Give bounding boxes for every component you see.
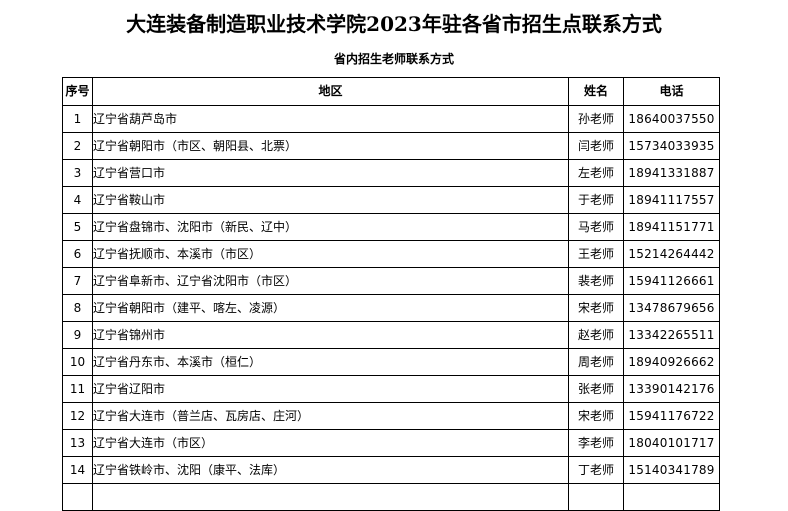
cell-phone: 18040101717 <box>623 429 720 457</box>
cell-index: 1 <box>62 105 93 133</box>
cell-index: 3 <box>62 159 93 187</box>
table-row: 13 辽宁省大连市（市区） 李老师 18040101717 <box>62 429 720 457</box>
cell-name: 裴老师 <box>568 267 624 295</box>
table-row <box>62 483 720 511</box>
table-body: 1 辽宁省葫芦岛市 孙老师 18640037550 2 辽宁省朝阳市（市区、朝阳县、北票）… <box>62 105 720 511</box>
cell-region <box>92 483 569 511</box>
cell-phone: 13478679656 <box>623 294 720 322</box>
table-row: 12 辽宁省大连市（普兰店、瓦房店、庄河） 宋老师 15941176722 <box>62 402 720 430</box>
cell-region: 辽宁省朝阳市（市区、朝阳县、北票） <box>92 132 569 160</box>
cell-name: 于老师 <box>568 186 624 214</box>
cell-region: 辽宁省丹东市、本溪市（桓仁） <box>92 348 569 376</box>
cell-name: 王老师 <box>568 240 624 268</box>
cell-name: 孙老师 <box>568 105 624 133</box>
table-row: 3 辽宁省营口市 左老师 18941331887 <box>62 159 720 187</box>
cell-region: 辽宁省锦州市 <box>92 321 569 349</box>
cell-name: 周老师 <box>568 348 624 376</box>
table-row: 2 辽宁省朝阳市（市区、朝阳县、北票） 闫老师 15734033935 <box>62 132 720 160</box>
cell-phone: 18640037550 <box>623 105 720 133</box>
section-subtitle: 省内招生老师联系方式 <box>333 52 454 66</box>
cell-name: 宋老师 <box>568 294 624 322</box>
cell-region: 辽宁省抚顺市、本溪市（市区） <box>92 240 569 268</box>
table-row: 9 辽宁省锦州市 赵老师 13342265511 <box>62 321 720 349</box>
cell-name: 马老师 <box>568 213 624 241</box>
column-header-index: 序号 <box>62 77 93 106</box>
cell-region: 辽宁省阜新市、辽宁省沈阳市（市区） <box>92 267 569 295</box>
cell-index: 4 <box>62 186 93 214</box>
cell-region: 辽宁省大连市（普兰店、瓦房店、庄河） <box>92 402 569 430</box>
cell-region: 辽宁省朝阳市（建平、喀左、凌源） <box>92 294 569 322</box>
cell-phone: 18941331887 <box>623 159 720 187</box>
table-row: 5 辽宁省盘锦市、沈阳市（新民、辽中） 马老师 18941151771 <box>62 213 720 241</box>
cell-name: 左老师 <box>568 159 624 187</box>
cell-index: 5 <box>62 213 93 241</box>
cell-index: 12 <box>62 402 93 430</box>
cell-index: 7 <box>62 267 93 295</box>
cell-index: 14 <box>62 456 93 484</box>
cell-region: 辽宁省辽阳市 <box>92 375 569 403</box>
table-row: 11 辽宁省辽阳市 张老师 13390142176 <box>62 375 720 403</box>
table-header-row: 序号 地区 姓名 电话 <box>62 77 720 106</box>
cell-phone: 15941176722 <box>623 402 720 430</box>
cell-phone: 15734033935 <box>623 132 720 160</box>
cell-phone: 18941151771 <box>623 213 720 241</box>
cell-phone: 13390142176 <box>623 375 720 403</box>
cell-name: 闫老师 <box>568 132 624 160</box>
cell-index: 6 <box>62 240 93 268</box>
page-title: 大连装备制造职业技术学院2023年驻各省市招生点联系方式 <box>126 12 662 36</box>
cell-name: 李老师 <box>568 429 624 457</box>
cell-phone: 18941117557 <box>623 186 720 214</box>
cell-region: 辽宁省营口市 <box>92 159 569 187</box>
cell-phone: 15140341789 <box>623 456 720 484</box>
column-header-name: 姓名 <box>568 77 624 106</box>
document-page: 大连装备制造职业技术学院2023年驻各省市招生点联系方式 省内招生老师联系方式 … <box>62 12 720 511</box>
contact-table-container: 序号 地区 姓名 电话 1 辽宁省葫芦岛市 孙老师 18640037550 2 辽宁省朝阳… <box>62 77 720 511</box>
cell-index <box>62 483 93 511</box>
cell-index: 2 <box>62 132 93 160</box>
column-header-region: 地区 <box>92 77 569 106</box>
cell-region: 辽宁省铁岭市、沈阳（康平、法库） <box>92 456 569 484</box>
table-row: 6 辽宁省抚顺市、本溪市（市区） 王老师 15214264442 <box>62 240 720 268</box>
cell-phone: 15214264442 <box>623 240 720 268</box>
table-row: 1 辽宁省葫芦岛市 孙老师 18640037550 <box>62 105 720 133</box>
table-row: 14 辽宁省铁岭市、沈阳（康平、法库） 丁老师 15140341789 <box>62 456 720 484</box>
cell-index: 13 <box>62 429 93 457</box>
cell-name: 赵老师 <box>568 321 624 349</box>
cell-name: 丁老师 <box>568 456 624 484</box>
cell-phone: 13342265511 <box>623 321 720 349</box>
contact-table: 序号 地区 姓名 电话 1 辽宁省葫芦岛市 孙老师 18640037550 2 辽宁省朝阳… <box>62 77 720 511</box>
cell-region: 辽宁省大连市（市区） <box>92 429 569 457</box>
cell-phone <box>623 483 720 511</box>
cell-phone: 18940926662 <box>623 348 720 376</box>
table-row: 10 辽宁省丹东市、本溪市（桓仁） 周老师 18940926662 <box>62 348 720 376</box>
table-row: 7 辽宁省阜新市、辽宁省沈阳市（市区） 裴老师 15941126661 <box>62 267 720 295</box>
table-row: 8 辽宁省朝阳市（建平、喀左、凌源） 宋老师 13478679656 <box>62 294 720 322</box>
cell-name: 张老师 <box>568 375 624 403</box>
cell-region: 辽宁省盘锦市、沈阳市（新民、辽中） <box>92 213 569 241</box>
cell-region: 辽宁省鞍山市 <box>92 186 569 214</box>
table-row: 4 辽宁省鞍山市 于老师 18941117557 <box>62 186 720 214</box>
cell-name <box>568 483 624 511</box>
table-header: 序号 地区 姓名 电话 <box>62 77 720 106</box>
column-header-phone: 电话 <box>623 77 720 106</box>
cell-index: 11 <box>62 375 93 403</box>
cell-index: 9 <box>62 321 93 349</box>
cell-region: 辽宁省葫芦岛市 <box>92 105 569 133</box>
cell-index: 10 <box>62 348 93 376</box>
cell-phone: 15941126661 <box>623 267 720 295</box>
cell-index: 8 <box>62 294 93 322</box>
cell-name: 宋老师 <box>568 402 624 430</box>
